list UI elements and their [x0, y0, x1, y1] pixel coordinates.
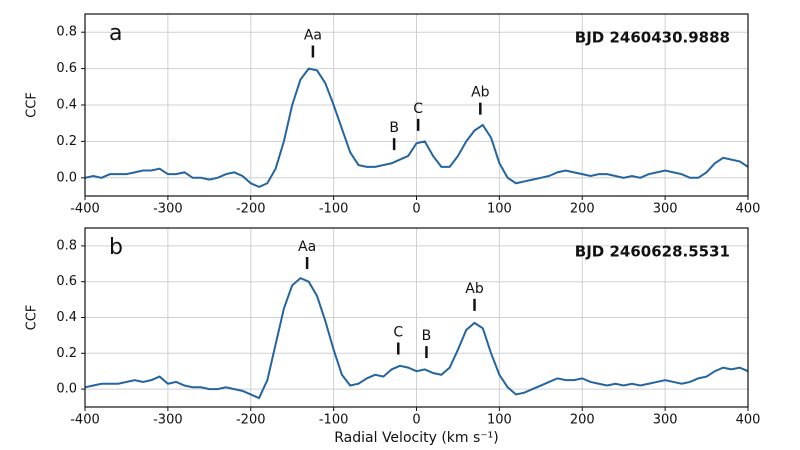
y-axis-label: CCF [25, 92, 40, 118]
x-tick-label: 200 [570, 202, 595, 217]
x-tick-label: -200 [236, 413, 266, 428]
y-tick-label: 0.8 [56, 25, 77, 40]
x-tick-label: -100 [319, 202, 349, 217]
x-tick-label: 300 [653, 413, 678, 428]
y-tick-label: 0.4 [56, 310, 77, 325]
epoch-label: BJD 2460430.9888 [575, 29, 730, 47]
y-tick-label: 0.8 [56, 238, 77, 253]
annotation-label: Aa [298, 239, 316, 255]
plot-frame [84, 227, 749, 408]
annotation-label: C [413, 101, 423, 117]
ccf-line [84, 67, 749, 188]
annotation-label: B [422, 328, 432, 344]
y-tick-label: 0.2 [56, 134, 77, 149]
x-axis-label: Radial Velocity (km s⁻¹) [334, 430, 498, 446]
x-tick-label: 300 [653, 202, 678, 217]
x-tick-label: 0 [412, 413, 420, 428]
x-tick-label: -400 [70, 413, 100, 428]
y-tick-label: 0.6 [56, 61, 77, 76]
x-tick-label: 0 [412, 202, 420, 217]
x-tick-label: 400 [736, 202, 761, 217]
annotation-label: Aa [304, 28, 322, 44]
annotation-label: C [393, 325, 403, 341]
x-tick-label: -300 [153, 202, 183, 217]
y-tick-label: 0.2 [56, 346, 77, 361]
ccf-line [84, 276, 749, 400]
y-tick-label: 0.6 [56, 274, 77, 289]
x-tick-label: -300 [153, 413, 183, 428]
y-tick-label: 0.0 [56, 382, 77, 397]
annotation-label: Ab [465, 281, 484, 297]
epoch-label: BJD 2460628.5531 [575, 243, 730, 261]
panel-label: a [109, 21, 122, 46]
annotation-label: Ab [471, 85, 490, 101]
x-tick-label: 200 [570, 413, 595, 428]
x-tick-label: 100 [487, 413, 512, 428]
x-tick-label: -200 [236, 202, 266, 217]
plot-frame [84, 13, 749, 197]
y-tick-label: 0.4 [56, 98, 77, 113]
x-tick-label: 400 [736, 413, 761, 428]
panel-label: b [109, 235, 123, 260]
x-tick-label: 100 [487, 202, 512, 217]
x-tick-label: -400 [70, 202, 100, 217]
annotation-label: B [389, 120, 399, 136]
y-axis-label: CCF [25, 305, 40, 331]
x-tick-label: -100 [319, 413, 349, 428]
y-tick-label: 0.0 [56, 170, 77, 185]
